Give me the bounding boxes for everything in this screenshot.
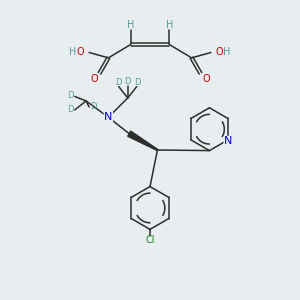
Text: Cl: Cl <box>145 236 155 245</box>
Text: H: H <box>223 46 231 57</box>
Text: H: H <box>127 20 134 31</box>
Text: O: O <box>77 46 85 57</box>
Text: N: N <box>104 112 112 122</box>
Text: O: O <box>90 74 98 84</box>
Text: D: D <box>90 102 97 111</box>
Text: D: D <box>134 78 140 87</box>
Text: N: N <box>224 136 232 146</box>
Text: O: O <box>202 74 210 84</box>
Text: D: D <box>115 78 122 87</box>
Text: O: O <box>215 46 223 57</box>
Text: H: H <box>69 46 77 57</box>
Text: D: D <box>68 105 74 114</box>
Text: D: D <box>124 77 131 86</box>
Text: H: H <box>166 20 173 31</box>
Text: D: D <box>68 92 74 100</box>
Polygon shape <box>128 131 158 151</box>
